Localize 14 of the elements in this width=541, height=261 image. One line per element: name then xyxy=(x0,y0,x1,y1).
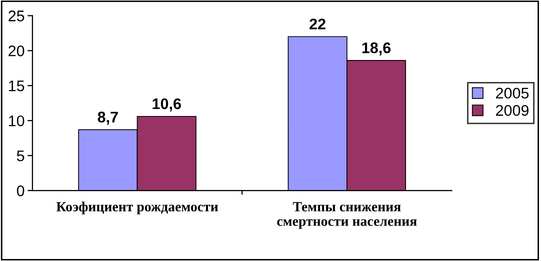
x-tick-label: Темпы снижения смертности населения xyxy=(277,202,417,229)
y-tick-label: 15 xyxy=(8,80,24,92)
y-tick-label: 20 xyxy=(8,46,24,56)
data-label: 10,6 xyxy=(152,98,181,112)
x-tick-label: Коэфициент рождаемости xyxy=(56,202,218,214)
data-label: 22 xyxy=(310,18,326,30)
y-tick-label: 10 xyxy=(8,115,24,126)
legend-label: 2009 xyxy=(496,105,529,116)
data-label: 8,7 xyxy=(98,112,118,125)
y-tick-label: 0 xyxy=(16,185,24,196)
data-label: 18,6 xyxy=(362,42,391,56)
y-tick-label: 5 xyxy=(16,150,24,162)
y-tick-label: 25 xyxy=(8,10,24,22)
legend-label: 2005 xyxy=(496,88,529,99)
